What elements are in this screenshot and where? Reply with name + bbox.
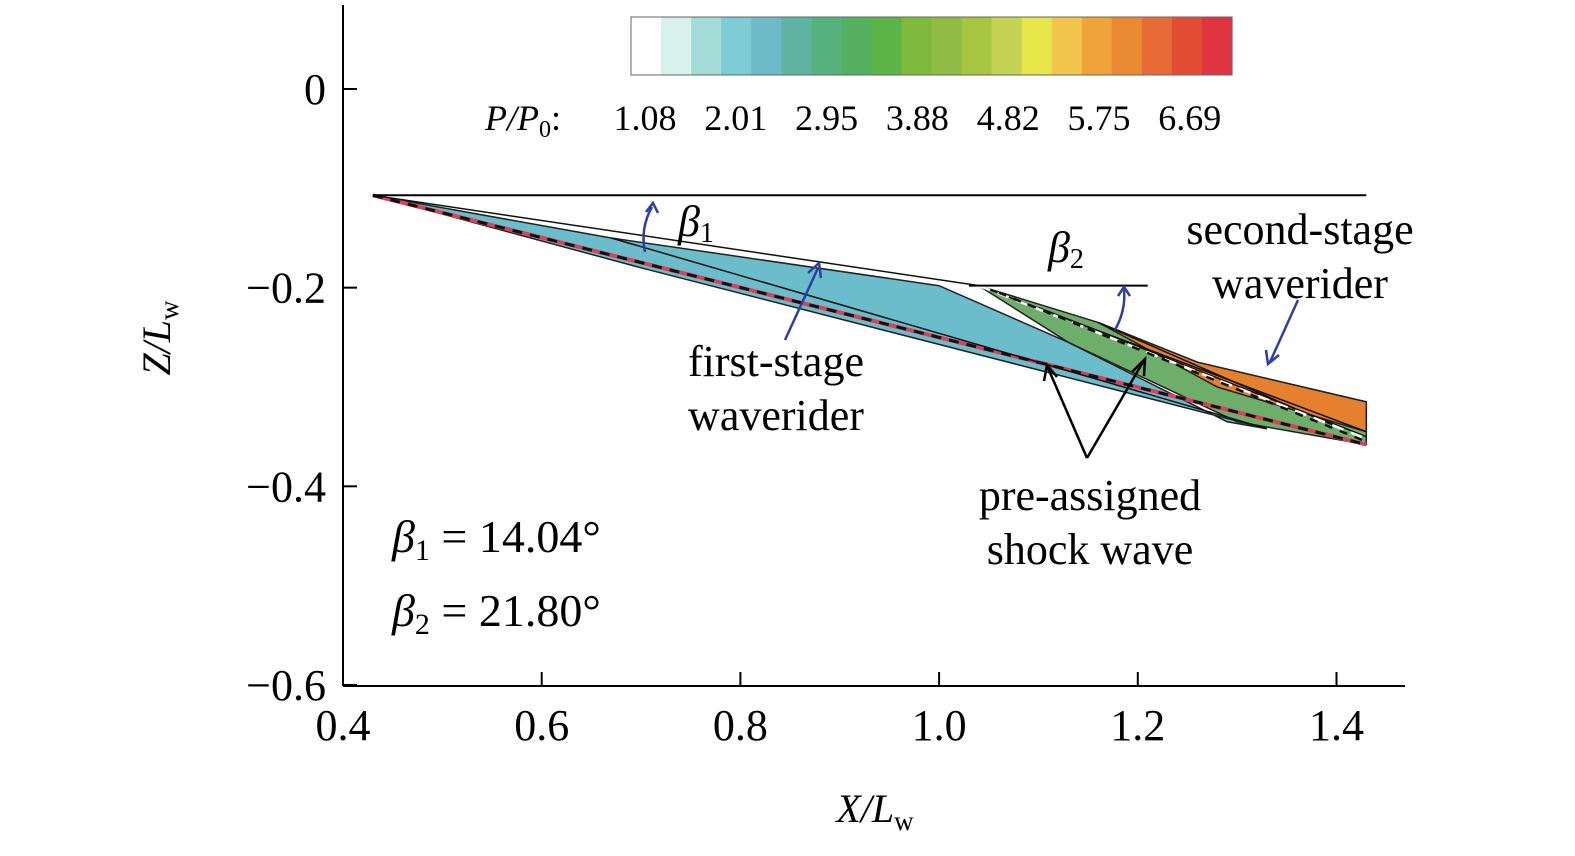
y-ticks: 0 −0.2 −0.4 −0.6 [246, 65, 357, 710]
second-stage-label-line1: second-stage [1186, 205, 1413, 254]
colorbar-swatch-14 [1051, 17, 1083, 75]
structure-line-1 [611, 237, 1268, 430]
colorbar-swatch-19 [1201, 17, 1233, 75]
x-tick-label-4: 1.2 [1110, 701, 1165, 750]
beta1-angle-arc [642, 206, 654, 253]
x-tick-label-1: 0.6 [514, 701, 569, 750]
shock-arrow-right [1085, 361, 1145, 459]
first-stage-waverider-region [372, 194, 1268, 430]
beta1-label: β1 [677, 197, 714, 249]
shock-wave-dash [372, 193, 1367, 447]
shock-arrow-left-head [1042, 362, 1058, 382]
beta1-value-sub: 1 [415, 534, 430, 567]
colorbar-swatch-9 [901, 17, 933, 75]
y-tick-label-3: −0.6 [246, 661, 326, 710]
beta2-value: β2 = 21.80° [391, 585, 601, 641]
colorbar-tick-label-1: 2.01 [704, 98, 767, 138]
colorbar-label-suffix: : [551, 98, 561, 138]
colorbar-swatch-5 [781, 17, 812, 75]
x-tick-label-0: 0.4 [316, 701, 371, 750]
shock-arrow-right-head [1131, 355, 1147, 377]
y-tick-label-1: −0.2 [246, 264, 326, 313]
second-stage-waverider-high-pressure-region [1097, 321, 1368, 433]
colorbar-label-sub: 0 [539, 117, 551, 143]
shock-label-line2: shock wave [987, 525, 1194, 574]
beta2-value-symbol: β [391, 585, 415, 636]
x-tick-label-5: 1.4 [1309, 701, 1364, 750]
beta1-value-text: = 14.04° [430, 511, 601, 562]
first-stage-label-line2: waverider [688, 391, 864, 440]
colorbar-swatch-7 [841, 17, 872, 75]
colorbar-tick-label-2: 2.95 [795, 98, 858, 138]
x-axis-label-sub: w [894, 806, 914, 836]
colorbar [631, 17, 1233, 75]
colorbar-tick-label-3: 3.88 [886, 98, 949, 138]
colorbar-swatch-18 [1171, 17, 1203, 75]
beta1-value: β1 = 14.04° [391, 511, 601, 567]
first-stage-arrow [783, 267, 820, 341]
first-stage-arrow-head [807, 260, 823, 279]
colorbar-swatch-4 [751, 17, 782, 75]
beta1-value-symbol: β [391, 511, 415, 562]
first-stage-label-line1: first-stage [688, 337, 864, 386]
structure-line-4 [1097, 321, 1337, 428]
colorbar-swatch-1 [661, 17, 692, 75]
colorbar-tick-label-0: 1.08 [614, 98, 677, 138]
shock-arrows [1042, 355, 1147, 459]
colorbar-swatch-13 [1021, 17, 1053, 75]
shock-label-line1: pre-assigned [979, 471, 1201, 520]
colorbar-swatch-0 [631, 17, 662, 75]
colorbar-tick-label-6: 6.69 [1158, 98, 1221, 138]
y-axis-label-main: Z/L [134, 320, 179, 376]
reference-lines [372, 194, 1367, 287]
x-axis-label-main: X/L [834, 786, 894, 831]
colorbar-label-main: P/P [484, 98, 539, 138]
colorbar-swatch-8 [871, 17, 903, 75]
beta1-symbol: β [677, 197, 700, 246]
colorbar-tick-label-4: 4.82 [977, 98, 1040, 138]
colorbar-swatch-15 [1081, 17, 1113, 75]
second-stage-arrow [1268, 299, 1300, 363]
colorbar-swatch-3 [721, 17, 752, 75]
colorbar-swatch-16 [1111, 17, 1143, 75]
colorbar-frame [630, 16, 1233, 76]
beta1-sub: 1 [700, 218, 714, 249]
beta2-angle-arc [1113, 289, 1126, 331]
x-tick-label-2: 0.8 [713, 701, 768, 750]
colorbar-tick-label-5: 5.75 [1068, 98, 1131, 138]
colorbar-tick-labels: 1.08 2.01 2.95 3.88 4.82 5.75 6.69 [614, 98, 1222, 138]
beta2-sub: 2 [1070, 244, 1084, 275]
second-stage-arrow-head [1264, 349, 1280, 367]
beta2-arrow-head [1116, 284, 1132, 297]
colorbar-swatch-2 [691, 17, 722, 75]
structure-line-0 [372, 194, 979, 287]
x-tick-label-3: 1.0 [912, 701, 967, 750]
annotation-arrows [642, 200, 1300, 367]
pressure-regions [372, 193, 1368, 447]
colorbar-swatch-12 [991, 17, 1023, 75]
y-axis-label: Z/Lw [134, 300, 184, 376]
waverider-structure-lines [372, 194, 1367, 443]
colorbar-swatch-6 [811, 17, 842, 75]
colorbar-swatch-17 [1141, 17, 1173, 75]
y-tick-label-2: −0.4 [246, 462, 326, 511]
y-axis-label-sub: w [154, 300, 184, 320]
colorbar-label: P/P0: [484, 98, 561, 143]
beta1-arrow-head [645, 200, 660, 214]
second-stage-label-line2: waverider [1212, 259, 1388, 308]
colorbar-swatch-10 [931, 17, 963, 75]
shock-arrow-left [1046, 367, 1089, 459]
y-tick-label-0: 0 [304, 65, 326, 114]
colorbar-swatch-11 [961, 17, 993, 75]
black-dashed-line [998, 291, 1367, 443]
x-axis-label: X/Lw [834, 786, 914, 836]
beta2-symbol: β [1047, 223, 1070, 272]
beta2-value-text: = 21.80° [430, 585, 601, 636]
x-ticks: 0.4 0.6 0.8 1.0 1.2 1.4 [316, 672, 1364, 750]
beta2-label: β2 [1047, 223, 1084, 275]
beta2-value-sub: 2 [415, 608, 430, 641]
